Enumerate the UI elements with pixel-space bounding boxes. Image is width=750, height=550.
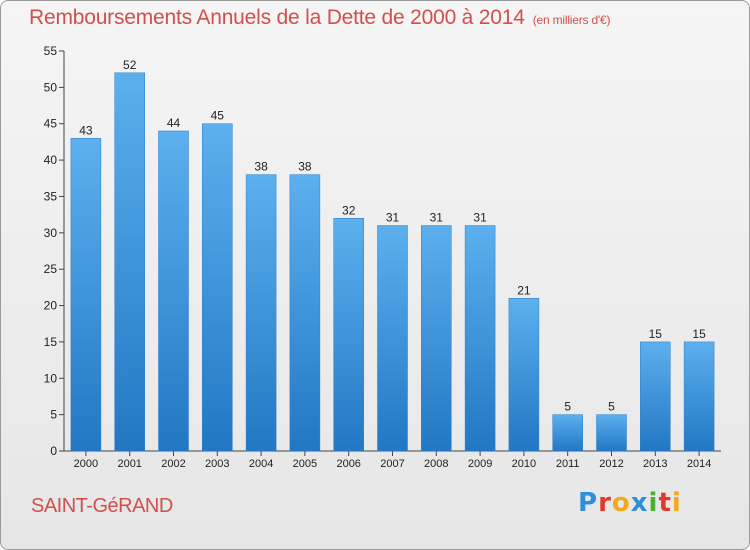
x-tick-label: 2006 [336,458,360,470]
bar [464,225,496,452]
value-label: 15 [692,327,706,341]
bar [333,218,364,452]
x-tick-label: 2001 [117,458,141,470]
bar [158,130,189,452]
logo-letter: r [598,488,612,518]
bar [289,174,321,452]
value-label: 15 [649,327,663,341]
chart-bars [70,72,715,452]
bar [114,72,145,452]
x-tick-label: 2011 [556,458,580,470]
value-label: 31 [473,211,487,225]
bar [508,298,540,452]
commune-name: SAINT-GéRAND [31,495,173,517]
value-label: 38 [254,160,268,174]
x-tick-label: 2007 [380,458,404,470]
value-label: 38 [298,160,312,174]
chart-value-labels: 43 52 44 45 38 38 32 31 31 31 21 5 5 15 15 [79,58,706,414]
bar [421,225,452,452]
value-label: 5 [608,400,615,414]
bar [377,225,408,452]
bar [245,174,277,452]
y-tick-label: 55 [44,44,58,58]
value-label: 5 [564,400,571,414]
y-tick-label: 0 [50,444,57,458]
y-tick-label: 15 [44,335,58,349]
bar [202,123,233,452]
y-tick-label: 25 [44,262,58,276]
x-tick-label: 2004 [249,458,273,470]
logo-letter: x [630,488,649,518]
y-tick-label: 10 [44,371,58,385]
x-tick-label: 2013 [643,458,667,470]
value-label: 31 [430,211,444,225]
y-tick-label: 50 [44,80,58,94]
logo-letter: i [671,488,682,518]
chart-subtitle: (en milliers d'€) [532,13,611,27]
bar [640,341,671,452]
value-label: 32 [342,203,356,217]
bar [596,414,627,452]
chart-title-text: Remboursements Annuels de la Dette de 20… [29,6,525,29]
logo-letter: P [578,488,599,518]
logo-letter: t [658,488,672,518]
x-tick-label: 2009 [468,458,492,470]
x-tick-label: 2000 [74,458,98,470]
value-label: 45 [211,109,225,123]
x-tick-label: 2014 [687,458,711,470]
x-tick-label: 2003 [205,458,229,470]
x-tick-label: 2005 [293,458,317,470]
y-tick-label: 5 [50,408,57,422]
y-tick-label: 35 [44,189,58,203]
value-label: 52 [123,58,137,72]
value-label: 21 [517,283,531,297]
y-tick-label: 40 [44,153,58,167]
bar [552,414,583,452]
proxiti-logo: Proxiti [578,488,682,518]
chart-title: Remboursements Annuels de la Dette de 20… [29,6,610,30]
value-label: 43 [79,123,93,137]
x-tick-label: 2008 [424,458,448,470]
value-label: 31 [386,211,400,225]
x-tick-label: 2010 [512,458,536,470]
bar [683,341,715,452]
y-tick-label: 30 [44,226,58,240]
value-label: 44 [167,116,181,130]
bar [70,138,102,452]
x-tick-label: 2002 [161,458,185,470]
logo-letter: o [611,488,631,518]
logo-letter: i [648,488,659,518]
y-tick-label: 45 [44,117,58,131]
x-tick-label: 2012 [599,458,623,470]
y-tick-label: 20 [44,299,58,313]
